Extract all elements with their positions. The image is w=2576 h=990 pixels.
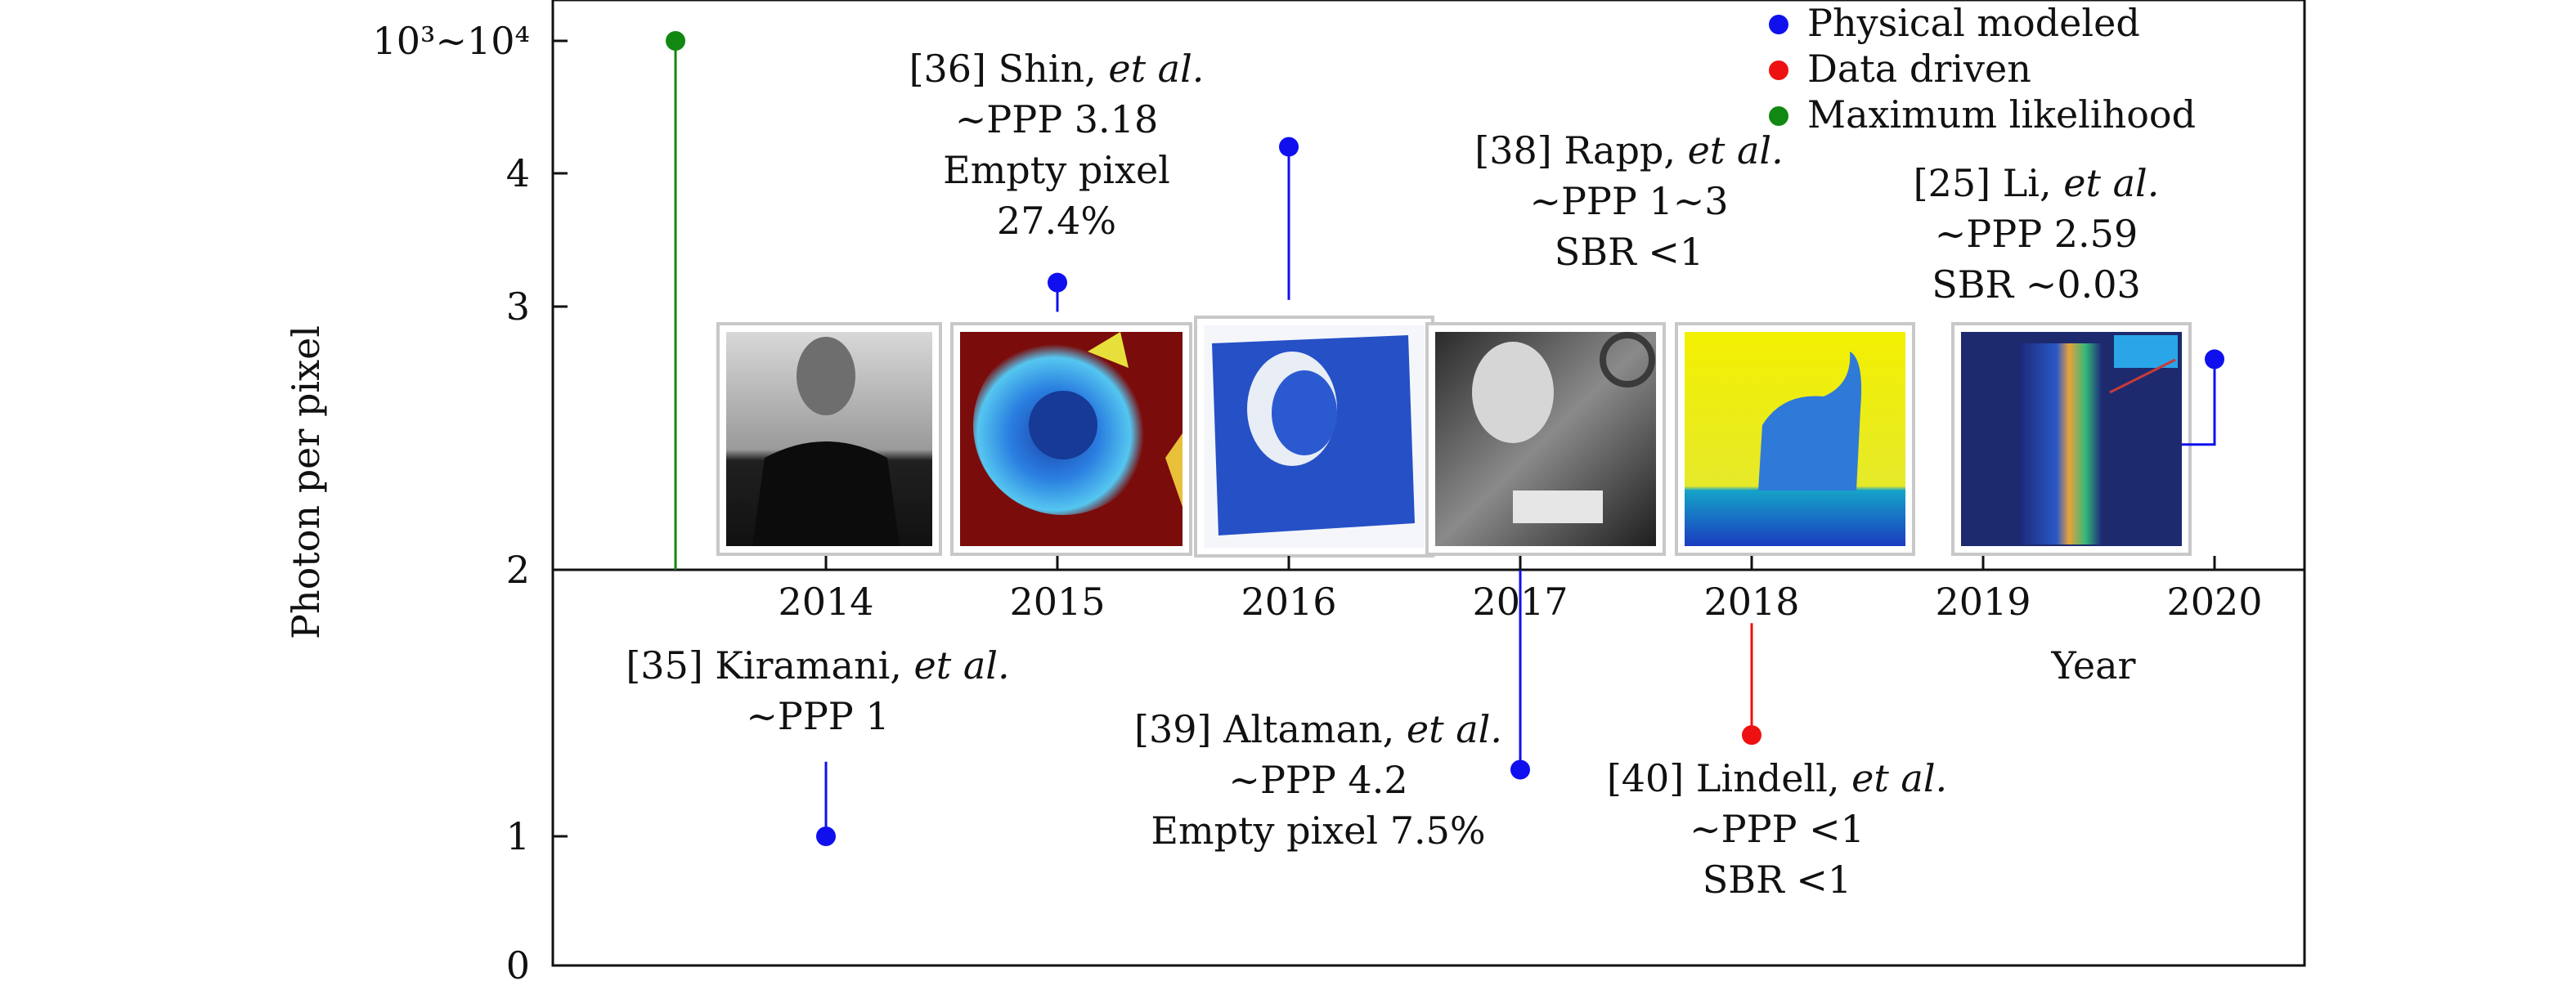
y-axis: 0 1 2 3 4 10³∼10⁴ (373, 19, 568, 988)
legend-marker (1769, 15, 1788, 34)
x-axis-title: Year (2050, 643, 2135, 688)
legend-label: Data driven (1807, 47, 2031, 91)
annotation-line: [39] Altaman, et al. (1134, 707, 1502, 751)
thumbnail-2017 (1425, 322, 1666, 556)
thumbnail-2018 (1675, 322, 1915, 556)
legend-marker (1769, 106, 1788, 126)
annotation-line: 27.4% (997, 199, 1116, 243)
thumbnails (716, 316, 2192, 558)
y-tick-label: 10³∼10⁴ (373, 19, 531, 63)
data-marks (666, 31, 2224, 846)
annotation-line: ∼PPP 1∼3 (1529, 179, 1728, 223)
x-tick-label: 2018 (1703, 580, 1799, 624)
annotation-line: SBR <1 (1555, 230, 1703, 274)
thumbnail-2015 (950, 322, 1192, 556)
y-tick-label: 0 (506, 943, 530, 988)
annotation-line: [35] Kiramani, et al. (626, 643, 1009, 688)
legend-marker (1769, 60, 1788, 80)
annotation-line: Empty pixel (943, 148, 1170, 192)
point-annotation: [25] Li, et al. ∼PPP 2.59 SBR ∼0.03 (1914, 161, 2160, 307)
x-axis: 2014 2015 2016 2017 2018 2019 2020 (778, 556, 2263, 624)
data-point (1279, 137, 1299, 157)
annotation-line: ∼PPP 3.18 (955, 97, 1158, 141)
annotation-line: ∼PPP 2.59 (1935, 212, 2138, 256)
data-point (2205, 349, 2224, 370)
thumbnail-2016 (1194, 316, 1434, 558)
data-point (1510, 759, 1530, 780)
data-point (1048, 272, 1067, 293)
annotation-line: Empty pixel 7.5% (1151, 809, 1485, 853)
y-axis-title: Photon per pixel (284, 325, 328, 639)
y-tick-label: 1 (506, 814, 530, 858)
data-point (666, 31, 686, 51)
annotation-line: ∼PPP <1 (1690, 807, 1865, 851)
x-tick-label: 2015 (1009, 580, 1105, 624)
plot-frame (551, 0, 2306, 967)
annotation-line: [38] Rapp, et al. (1474, 128, 1783, 172)
point-annotation: [39] Altaman, et al. ∼PPP 4.2 Empty pixel … (1134, 707, 1502, 853)
x-tick-label: 2016 (1241, 580, 1336, 624)
annotation-line: [25] Li, et al. (1914, 161, 2160, 205)
stem-line (2182, 359, 2216, 446)
thumbnail-2014 (716, 322, 942, 556)
data-point (1742, 725, 1761, 746)
annotation-line: SBR <1 (1703, 858, 1851, 902)
x-tick-label: 2020 (2166, 580, 2262, 624)
y-tick-label: 2 (506, 548, 530, 592)
legend-label: Maximum likelihood (1807, 92, 2196, 137)
annotation-line: SBR ∼0.03 (1932, 262, 2141, 307)
legend-label: Physical modeled (1807, 1, 2140, 45)
annotation-line: [36] Shin, et al. (909, 47, 1205, 91)
point-annotation: [35] Kiramani, et al. ∼PPP 1 (626, 643, 1009, 738)
annotation-line: [40] Lindell, et al. (1607, 756, 1947, 800)
point-annotation: [38] Rapp, et al. ∼PPP 1∼3 SBR <1 (1474, 128, 1783, 274)
point-annotation: [36] Shin, et al. ∼PPP 3.18 Empty pixel 27.… (909, 47, 1205, 243)
thumbnail-2019 (1951, 322, 2192, 556)
x-tick-label: 2014 (778, 580, 873, 624)
point-annotation: [40] Lindell, et al. ∼PPP <1 SBR <1 (1607, 756, 1947, 902)
annotations: [35] Kiramani, et al. ∼PPP 1 [36] Shin, et… (626, 47, 2159, 902)
y-tick-label: 4 (506, 151, 530, 195)
data-point (816, 826, 836, 846)
annotation-line: ∼PPP 1 (746, 694, 889, 738)
y-tick-label: 3 (506, 284, 530, 329)
annotation-line: ∼PPP 4.2 (1228, 758, 1407, 802)
x-tick-label: 2019 (1935, 580, 2031, 624)
